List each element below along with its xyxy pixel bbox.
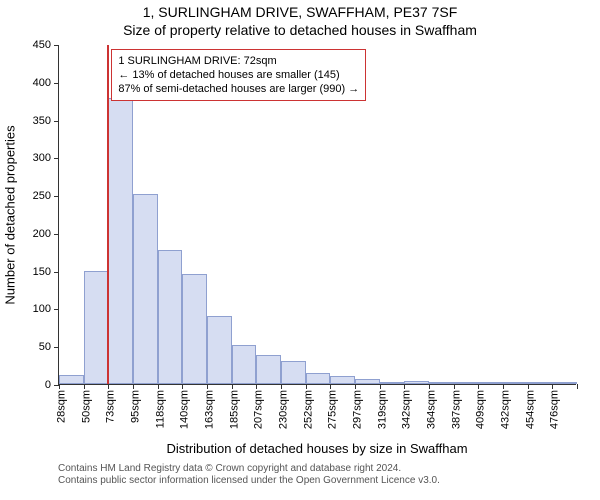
histogram-bar: [306, 373, 331, 384]
xtick-label: 432sqm: [499, 390, 511, 429]
xtick-mark: [133, 384, 134, 389]
footer-line2: Contains public sector information licen…: [58, 475, 440, 487]
xtick-mark: [478, 384, 479, 389]
histogram-bar: [182, 274, 207, 384]
histogram-bar: [380, 382, 405, 384]
ytick-label: 0: [45, 379, 51, 391]
histogram-bar: [207, 316, 232, 384]
xtick-mark: [281, 384, 282, 389]
xtick-mark: [59, 384, 60, 389]
ytick-label: 250: [33, 190, 51, 202]
xtick-mark: [355, 384, 356, 389]
y-axis-label: Number of detached properties: [3, 125, 18, 304]
ytick-label: 300: [33, 152, 51, 164]
attribution-footer: Contains HM Land Registry data © Crown c…: [58, 463, 440, 487]
xtick-mark: [380, 384, 381, 389]
histogram-bar: [454, 382, 479, 384]
annotation-box: 1 SURLINGHAM DRIVE: 72sqm← 13% of detach…: [111, 49, 366, 101]
xtick-mark: [552, 384, 553, 389]
histogram-bar: [281, 361, 306, 384]
ytick-mark: [54, 196, 59, 197]
xtick-mark: [182, 384, 183, 389]
xtick-label: 364sqm: [425, 390, 437, 429]
histogram-bar: [330, 376, 355, 384]
chart-title-line1: 1, SURLINGHAM DRIVE, SWAFFHAM, PE37 7SF: [0, 4, 600, 20]
ytick-mark: [54, 83, 59, 84]
xtick-mark: [108, 384, 109, 389]
ytick-label: 400: [33, 77, 51, 89]
ytick-mark: [54, 272, 59, 273]
xtick-label: 207sqm: [253, 390, 265, 429]
xtick-mark: [232, 384, 233, 389]
xtick-mark: [528, 384, 529, 389]
xtick-label: 230sqm: [277, 390, 289, 429]
xtick-mark: [207, 384, 208, 389]
ytick-mark: [54, 234, 59, 235]
histogram-bar: [59, 375, 84, 384]
xtick-label: 275sqm: [327, 390, 339, 429]
xtick-label: 409sqm: [475, 390, 487, 429]
xtick-mark: [454, 384, 455, 389]
ytick-mark: [54, 158, 59, 159]
xtick-label: 118sqm: [154, 390, 166, 428]
histogram-bar: [158, 250, 183, 384]
histogram-bar: [404, 381, 429, 384]
histogram-bar: [256, 355, 281, 384]
ytick-mark: [54, 45, 59, 46]
ytick-label: 150: [33, 266, 51, 278]
annotation-line: ← 13% of detached houses are smaller (14…: [118, 68, 359, 82]
xtick-label: 140sqm: [179, 390, 191, 429]
xtick-label: 342sqm: [401, 390, 413, 429]
histogram-bar: [503, 382, 528, 384]
xtick-mark: [84, 384, 85, 389]
ytick-label: 50: [39, 341, 51, 353]
histogram-bar: [355, 379, 380, 384]
xtick-label: 28sqm: [55, 390, 67, 423]
histogram-bar: [84, 271, 109, 384]
histogram-bar: [429, 382, 454, 384]
histogram-bar: [133, 194, 158, 384]
xtick-mark: [330, 384, 331, 389]
xtick-label: 387sqm: [450, 390, 462, 429]
xtick-label: 476sqm: [549, 390, 561, 429]
histogram-bar: [552, 382, 577, 384]
xtick-label: 297sqm: [351, 390, 363, 429]
annotation-line: 1 SURLINGHAM DRIVE: 72sqm: [118, 54, 359, 68]
ytick-label: 350: [33, 115, 51, 127]
histogram-bar: [232, 345, 257, 384]
xtick-label: 95sqm: [129, 390, 141, 423]
ytick-label: 200: [33, 228, 51, 240]
xtick-mark: [256, 384, 257, 389]
xtick-mark: [503, 384, 504, 389]
xtick-label: 73sqm: [105, 390, 117, 423]
x-axis-label: Distribution of detached houses by size …: [58, 441, 576, 456]
chart-title-line2: Size of property relative to detached ho…: [0, 22, 600, 38]
xtick-label: 50sqm: [80, 390, 92, 423]
ytick-label: 450: [33, 39, 51, 51]
xtick-mark: [306, 384, 307, 389]
histogram-bar: [108, 98, 133, 384]
ytick-mark: [54, 309, 59, 310]
histogram-bar: [528, 382, 553, 384]
ytick-label: 100: [33, 303, 51, 315]
annotation-line: 87% of semi-detached houses are larger (…: [118, 82, 359, 96]
xtick-mark: [429, 384, 430, 389]
xtick-mark: [404, 384, 405, 389]
histogram-bar: [478, 382, 503, 384]
xtick-mark: [577, 384, 578, 389]
ytick-mark: [54, 121, 59, 122]
xtick-mark: [158, 384, 159, 389]
xtick-label: 185sqm: [228, 390, 240, 429]
xtick-label: 454sqm: [524, 390, 536, 429]
marker-line: [107, 45, 109, 384]
xtick-label: 252sqm: [302, 390, 314, 429]
footer-line1: Contains HM Land Registry data © Crown c…: [58, 463, 440, 475]
ytick-mark: [54, 347, 59, 348]
xtick-label: 163sqm: [203, 390, 215, 429]
xtick-label: 319sqm: [376, 390, 388, 429]
